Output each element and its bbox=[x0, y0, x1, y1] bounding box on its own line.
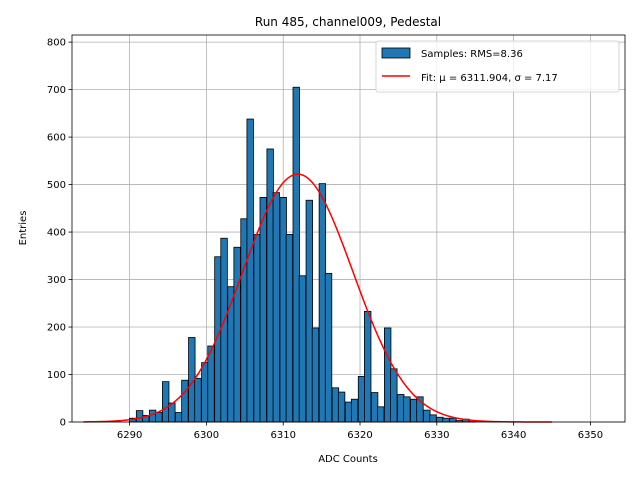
histogram-bar bbox=[227, 286, 235, 423]
histogram-bar bbox=[233, 246, 241, 423]
histogram-bar bbox=[298, 275, 307, 423]
histogram-bar bbox=[272, 192, 280, 423]
histogram-bar bbox=[259, 196, 267, 423]
histogram-bar bbox=[135, 410, 144, 423]
histogram-bar bbox=[423, 409, 431, 423]
histogram-bar bbox=[201, 362, 209, 423]
legend-box bbox=[375, 40, 620, 93]
histogram-bar bbox=[292, 86, 300, 423]
histogram-bar bbox=[194, 377, 202, 423]
chart-title: Run 485, channel009, Pedestal bbox=[255, 15, 441, 29]
histogram-bar bbox=[403, 396, 411, 423]
histogram-bar bbox=[246, 118, 254, 423]
histogram-bar bbox=[266, 148, 274, 423]
histogram-bar bbox=[181, 379, 189, 423]
plot-frame bbox=[71, 34, 626, 423]
histogram-bar bbox=[285, 234, 294, 423]
x-tick-label: 6300 bbox=[194, 430, 219, 441]
y-tick-label: 600 bbox=[47, 133, 66, 144]
histogram-bar bbox=[344, 401, 353, 423]
y-tick-label: 400 bbox=[47, 228, 66, 239]
histogram-bar bbox=[148, 409, 157, 423]
histogram-bar bbox=[279, 196, 287, 423]
histogram-bar bbox=[449, 417, 457, 423]
histogram-bar bbox=[397, 394, 405, 423]
fit-curve bbox=[83, 173, 553, 423]
y-tick-label: 100 bbox=[47, 370, 66, 381]
histogram-bar bbox=[207, 345, 215, 423]
histogram-bar bbox=[253, 234, 261, 423]
histogram-bar bbox=[175, 412, 183, 423]
histogram-bar bbox=[390, 368, 398, 423]
x-tick-label: 6290 bbox=[117, 430, 142, 441]
histogram-bar bbox=[240, 218, 248, 423]
y-tick-label: 0 bbox=[60, 418, 66, 429]
legend: Samples: RMS=8.36 Fit: μ = 6311.904, σ =… bbox=[375, 40, 620, 93]
x-tick-label: 6330 bbox=[424, 430, 449, 441]
histogram-bar bbox=[410, 398, 418, 423]
histogram-bars bbox=[129, 86, 476, 423]
legend-histogram-label: Samples: RMS=8.36 bbox=[421, 49, 523, 60]
y-tick-label: 800 bbox=[47, 38, 66, 49]
histogram-bar bbox=[442, 417, 450, 423]
histogram-bar bbox=[220, 237, 228, 423]
histogram-bar bbox=[324, 272, 333, 423]
histogram-bar bbox=[318, 183, 327, 423]
x-tick-label: 6310 bbox=[270, 430, 295, 441]
histogram-bar bbox=[162, 381, 170, 423]
histogram-bar bbox=[429, 414, 437, 423]
histogram-bar bbox=[337, 391, 346, 423]
y-tick-label: 300 bbox=[47, 275, 66, 286]
legend-histogram-swatch bbox=[381, 47, 411, 59]
x-tick-label: 6320 bbox=[347, 430, 372, 441]
legend-fit-label: Fit: μ = 6311.904, σ = 7.17 bbox=[421, 73, 558, 84]
y-tick-label: 500 bbox=[47, 180, 66, 191]
histogram-bar bbox=[377, 406, 385, 423]
histogram-bar bbox=[350, 398, 359, 423]
histogram-bar bbox=[384, 327, 392, 423]
histogram-bar bbox=[331, 387, 340, 423]
y-axis-ticks: 0 100 200 300 400 500 600 700 800 bbox=[47, 38, 72, 429]
y-axis-label: Entries bbox=[18, 211, 29, 246]
histogram-bar bbox=[155, 412, 163, 423]
x-axis-ticks: 6290 6300 6310 6320 6330 6340 6350 bbox=[117, 422, 603, 441]
histogram-bar bbox=[305, 199, 313, 423]
histogram-bar bbox=[370, 392, 379, 423]
y-tick-label: 200 bbox=[47, 323, 66, 334]
x-tick-label: 6350 bbox=[578, 430, 603, 441]
histogram-bar bbox=[364, 310, 372, 423]
x-axis-label: ADC Counts bbox=[318, 454, 378, 465]
histogram-bar bbox=[436, 416, 444, 423]
histogram-bar bbox=[311, 327, 320, 423]
y-tick-label: 700 bbox=[47, 85, 66, 96]
x-tick-label: 6340 bbox=[501, 430, 526, 441]
histogram-bar bbox=[357, 376, 366, 423]
